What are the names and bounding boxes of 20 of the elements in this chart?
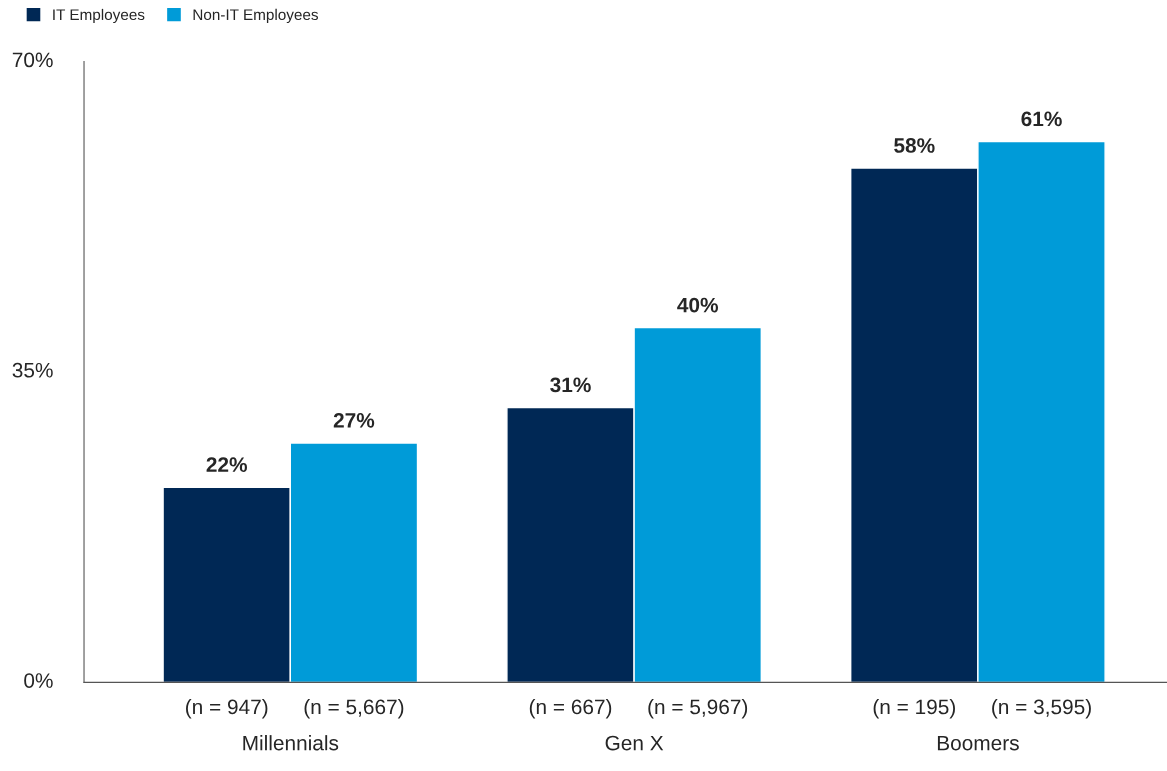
data-label: 40% [677, 297, 719, 313]
x-tick-label: Boomers [937, 735, 1019, 751]
legend-label: Non-IT Employees [193, 8, 318, 24]
data-label: 61% [1021, 111, 1062, 127]
text: (n = 5,967) [648, 699, 748, 719]
y-tick-label: 0% [24, 673, 53, 688]
x-tick-label: Millennials [243, 735, 339, 751]
text: (n = 195) [873, 699, 955, 719]
text: (n = 5,667) [304, 699, 404, 719]
y-tick-label: 70% [12, 52, 53, 68]
text: (n = 947) [186, 699, 268, 719]
y-tick-label: 35% [12, 362, 53, 378]
data-label: 31% [550, 377, 591, 393]
data-label: 58% [894, 138, 935, 153]
x-tick-label: Gen X [605, 735, 664, 751]
text: (n = 3,595) [992, 699, 1091, 719]
data-label: 27% [333, 412, 375, 428]
data-label: 22% [206, 457, 247, 472]
legend-label: IT Employees [53, 8, 145, 24]
text: (n = 667) [529, 699, 612, 719]
